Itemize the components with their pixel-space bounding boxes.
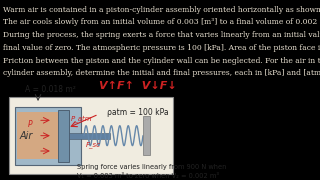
- Bar: [143, 116, 149, 155]
- Bar: [69, 133, 110, 139]
- Text: P: P: [28, 120, 32, 129]
- Text: The air cools slowly from an initial volume of 0.003 [m³] to a final volume of 0: The air cools slowly from an initial vol…: [3, 19, 320, 26]
- Text: During the process, the spring exerts a force that varies linearly from an initi: During the process, the spring exerts a …: [3, 31, 320, 39]
- Text: Friction between the piston and the cylinder wall can be neglected. For the air : Friction between the piston and the cyli…: [3, 57, 320, 65]
- Text: ρatm = 100 kPa: ρatm = 100 kPa: [107, 108, 169, 117]
- Text: V↑F↑  V↓F↓: V↑F↑ V↓F↓: [99, 81, 176, 91]
- Text: P_atm: P_atm: [71, 115, 92, 122]
- Text: F_sc: F_sc: [85, 141, 100, 148]
- Text: A = 0.018 m²: A = 0.018 m²: [25, 85, 76, 94]
- Text: Warm air is contained in a piston-cylinder assembly oriented horizontally as sho: Warm air is contained in a piston-cylind…: [3, 6, 320, 14]
- Bar: [9, 97, 172, 174]
- Bar: [15, 107, 81, 165]
- Bar: [17, 112, 58, 159]
- Text: cylinder assembly, determine the initial and final pressures, each in [kPa] and : cylinder assembly, determine the initial…: [3, 69, 320, 77]
- Bar: [58, 110, 69, 162]
- Text: V₁ = 0.003 m³ to zero when V₂ = 0.002 m³: V₁ = 0.003 m³ to zero when V₂ = 0.002 m³: [77, 173, 220, 179]
- Text: final value of zero. The atmospheric pressure is 100 [kPa]. Area of the piston f: final value of zero. The atmospheric pre…: [3, 44, 320, 52]
- Text: Air: Air: [20, 131, 33, 141]
- Text: Spring force varies linearly from 900 N when: Spring force varies linearly from 900 N …: [77, 164, 227, 170]
